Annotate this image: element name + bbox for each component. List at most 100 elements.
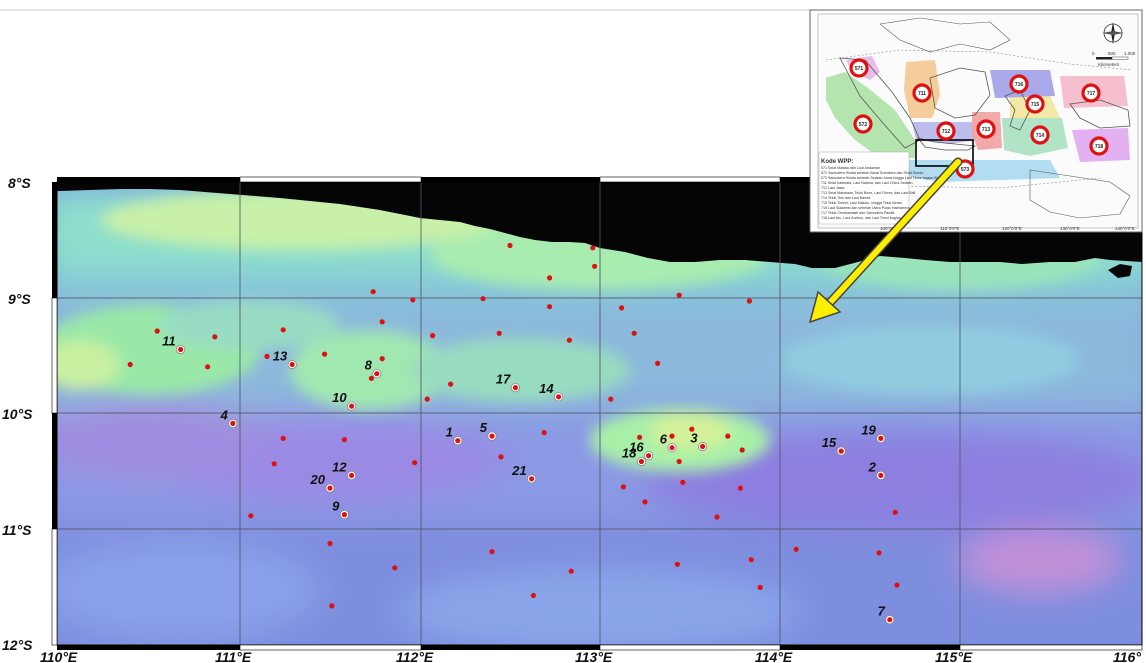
station-label: 20 (310, 472, 326, 487)
sampling-point (547, 275, 553, 281)
sampling-point (264, 353, 270, 359)
sampling-point (280, 435, 286, 441)
inset-legend-line: 715 Teluk Tomini, Laut Maluku, hingga Te… (821, 201, 902, 205)
sampling-point (489, 549, 495, 555)
station-label: 19 (861, 422, 876, 437)
sampling-point (566, 337, 573, 343)
sampling-point (608, 396, 614, 402)
station-marker (341, 511, 347, 518)
station-marker (529, 476, 535, 482)
station-marker (878, 435, 884, 441)
sampling-point (322, 351, 328, 357)
sampling-point (424, 396, 430, 402)
sampling-point (676, 458, 682, 465)
sampling-point (412, 460, 418, 466)
sampling-point (498, 454, 504, 460)
svg-text:0: 0 (1092, 51, 1095, 56)
lon-label-114e: 114°E (755, 649, 793, 663)
wpp-code: 717 (1087, 91, 1096, 97)
station-marker (349, 403, 355, 409)
station-marker (646, 453, 652, 459)
station-label: 7 (878, 604, 886, 619)
lat-label-11s: 11°S (2, 522, 32, 538)
sampling-point (746, 298, 753, 304)
station-marker (556, 394, 562, 400)
sampling-point (892, 509, 898, 515)
location-arrow (808, 157, 963, 324)
sampling-point (619, 305, 625, 311)
wpp-code: 715 (1031, 102, 1040, 108)
svg-text:100°0'0"E: 100°0'0"E (880, 226, 900, 231)
sampling-point (507, 242, 513, 249)
inset-legend-line: 714 Teluk Tolo dan Laut Banda (821, 196, 870, 200)
inset-legend-line: 572 Samudera Hindia sebelah Barat Sumate… (821, 171, 923, 175)
inset-map-indonesia: 571 711 716 717 715 572 712 713 714 718 573 0 500 … (809, 9, 1143, 233)
sampling-point (793, 546, 799, 552)
wpp-code: 718 (1095, 144, 1104, 150)
wpp-marker (853, 114, 873, 134)
sampling-point (748, 557, 754, 563)
lon-label-116e: 116° (1113, 649, 1141, 663)
wpp-marker (1009, 74, 1029, 94)
sampling-point (370, 289, 376, 295)
inset-legend-line: 718 Laut Aru, Laut Arafuru, dan Laut Tim… (821, 216, 912, 220)
sampling-point (205, 364, 211, 370)
station-label: 4 (220, 407, 229, 422)
wpp-marker (912, 83, 932, 103)
sampling-point (568, 568, 574, 574)
station-marker (512, 385, 519, 391)
station-marker (878, 472, 884, 478)
wpp-code: 572 (859, 122, 868, 128)
sampling-point (448, 381, 454, 387)
lat-label-12s: 12°S (2, 637, 33, 653)
lat-label-9s: 9°S (8, 291, 31, 307)
station-marker (838, 448, 844, 454)
sampling-point (739, 447, 745, 453)
lat-label-8s: 8°S (8, 175, 31, 191)
station-marker (887, 617, 893, 623)
wpp-marker (1089, 136, 1109, 156)
sampling-point (757, 584, 763, 591)
lon-label-112e: 112°E (396, 649, 434, 663)
sampling-point (669, 433, 675, 439)
svg-text:Kilometers: Kilometers (1098, 62, 1120, 67)
station-label: 6 (660, 432, 668, 447)
wpp-marker (849, 58, 869, 78)
station-marker (178, 346, 184, 353)
wpp-marker (936, 121, 956, 141)
station-marker (669, 445, 675, 451)
wpp-marker (1030, 125, 1050, 145)
wpp-code: 712 (942, 129, 951, 135)
station-label: 3 (690, 431, 698, 446)
sampling-point (894, 582, 900, 588)
sampling-point (430, 333, 436, 339)
inset-legend-line: 713 Selat Makassar, Teluk Bone, Laut Flo… (821, 191, 915, 195)
station-label: 16 (629, 440, 644, 455)
sampling-point (496, 330, 502, 336)
sampling-point (620, 484, 627, 490)
station-marker (638, 458, 645, 465)
inset-legend-line: 712 Laut Jawa (821, 186, 844, 190)
inset-legend-line: 717 Teluk Cendrawasih dan Samudera Pasif… (821, 211, 895, 215)
sampling-point (392, 565, 398, 571)
sampling-point (592, 263, 598, 269)
sampling-point (212, 334, 218, 340)
station-marker (455, 438, 461, 444)
station-label: 17 (496, 372, 511, 387)
lon-label-115e: 115°E (935, 649, 973, 663)
station-label: 14 (539, 381, 554, 396)
station-label: 15 (822, 435, 837, 450)
sampling-point (280, 327, 286, 333)
svg-text:140°0'0"E: 140°0'0"E (1115, 226, 1135, 231)
sampling-point (329, 603, 335, 609)
station-marker (289, 361, 295, 368)
station-label: 21 (511, 463, 526, 478)
sampling-point (674, 561, 681, 567)
sampling-point (725, 433, 731, 439)
scale-bar: 0 500 1.000 Kilometers (1092, 51, 1136, 67)
inset-legend-title: Kode WPP: (821, 159, 853, 165)
